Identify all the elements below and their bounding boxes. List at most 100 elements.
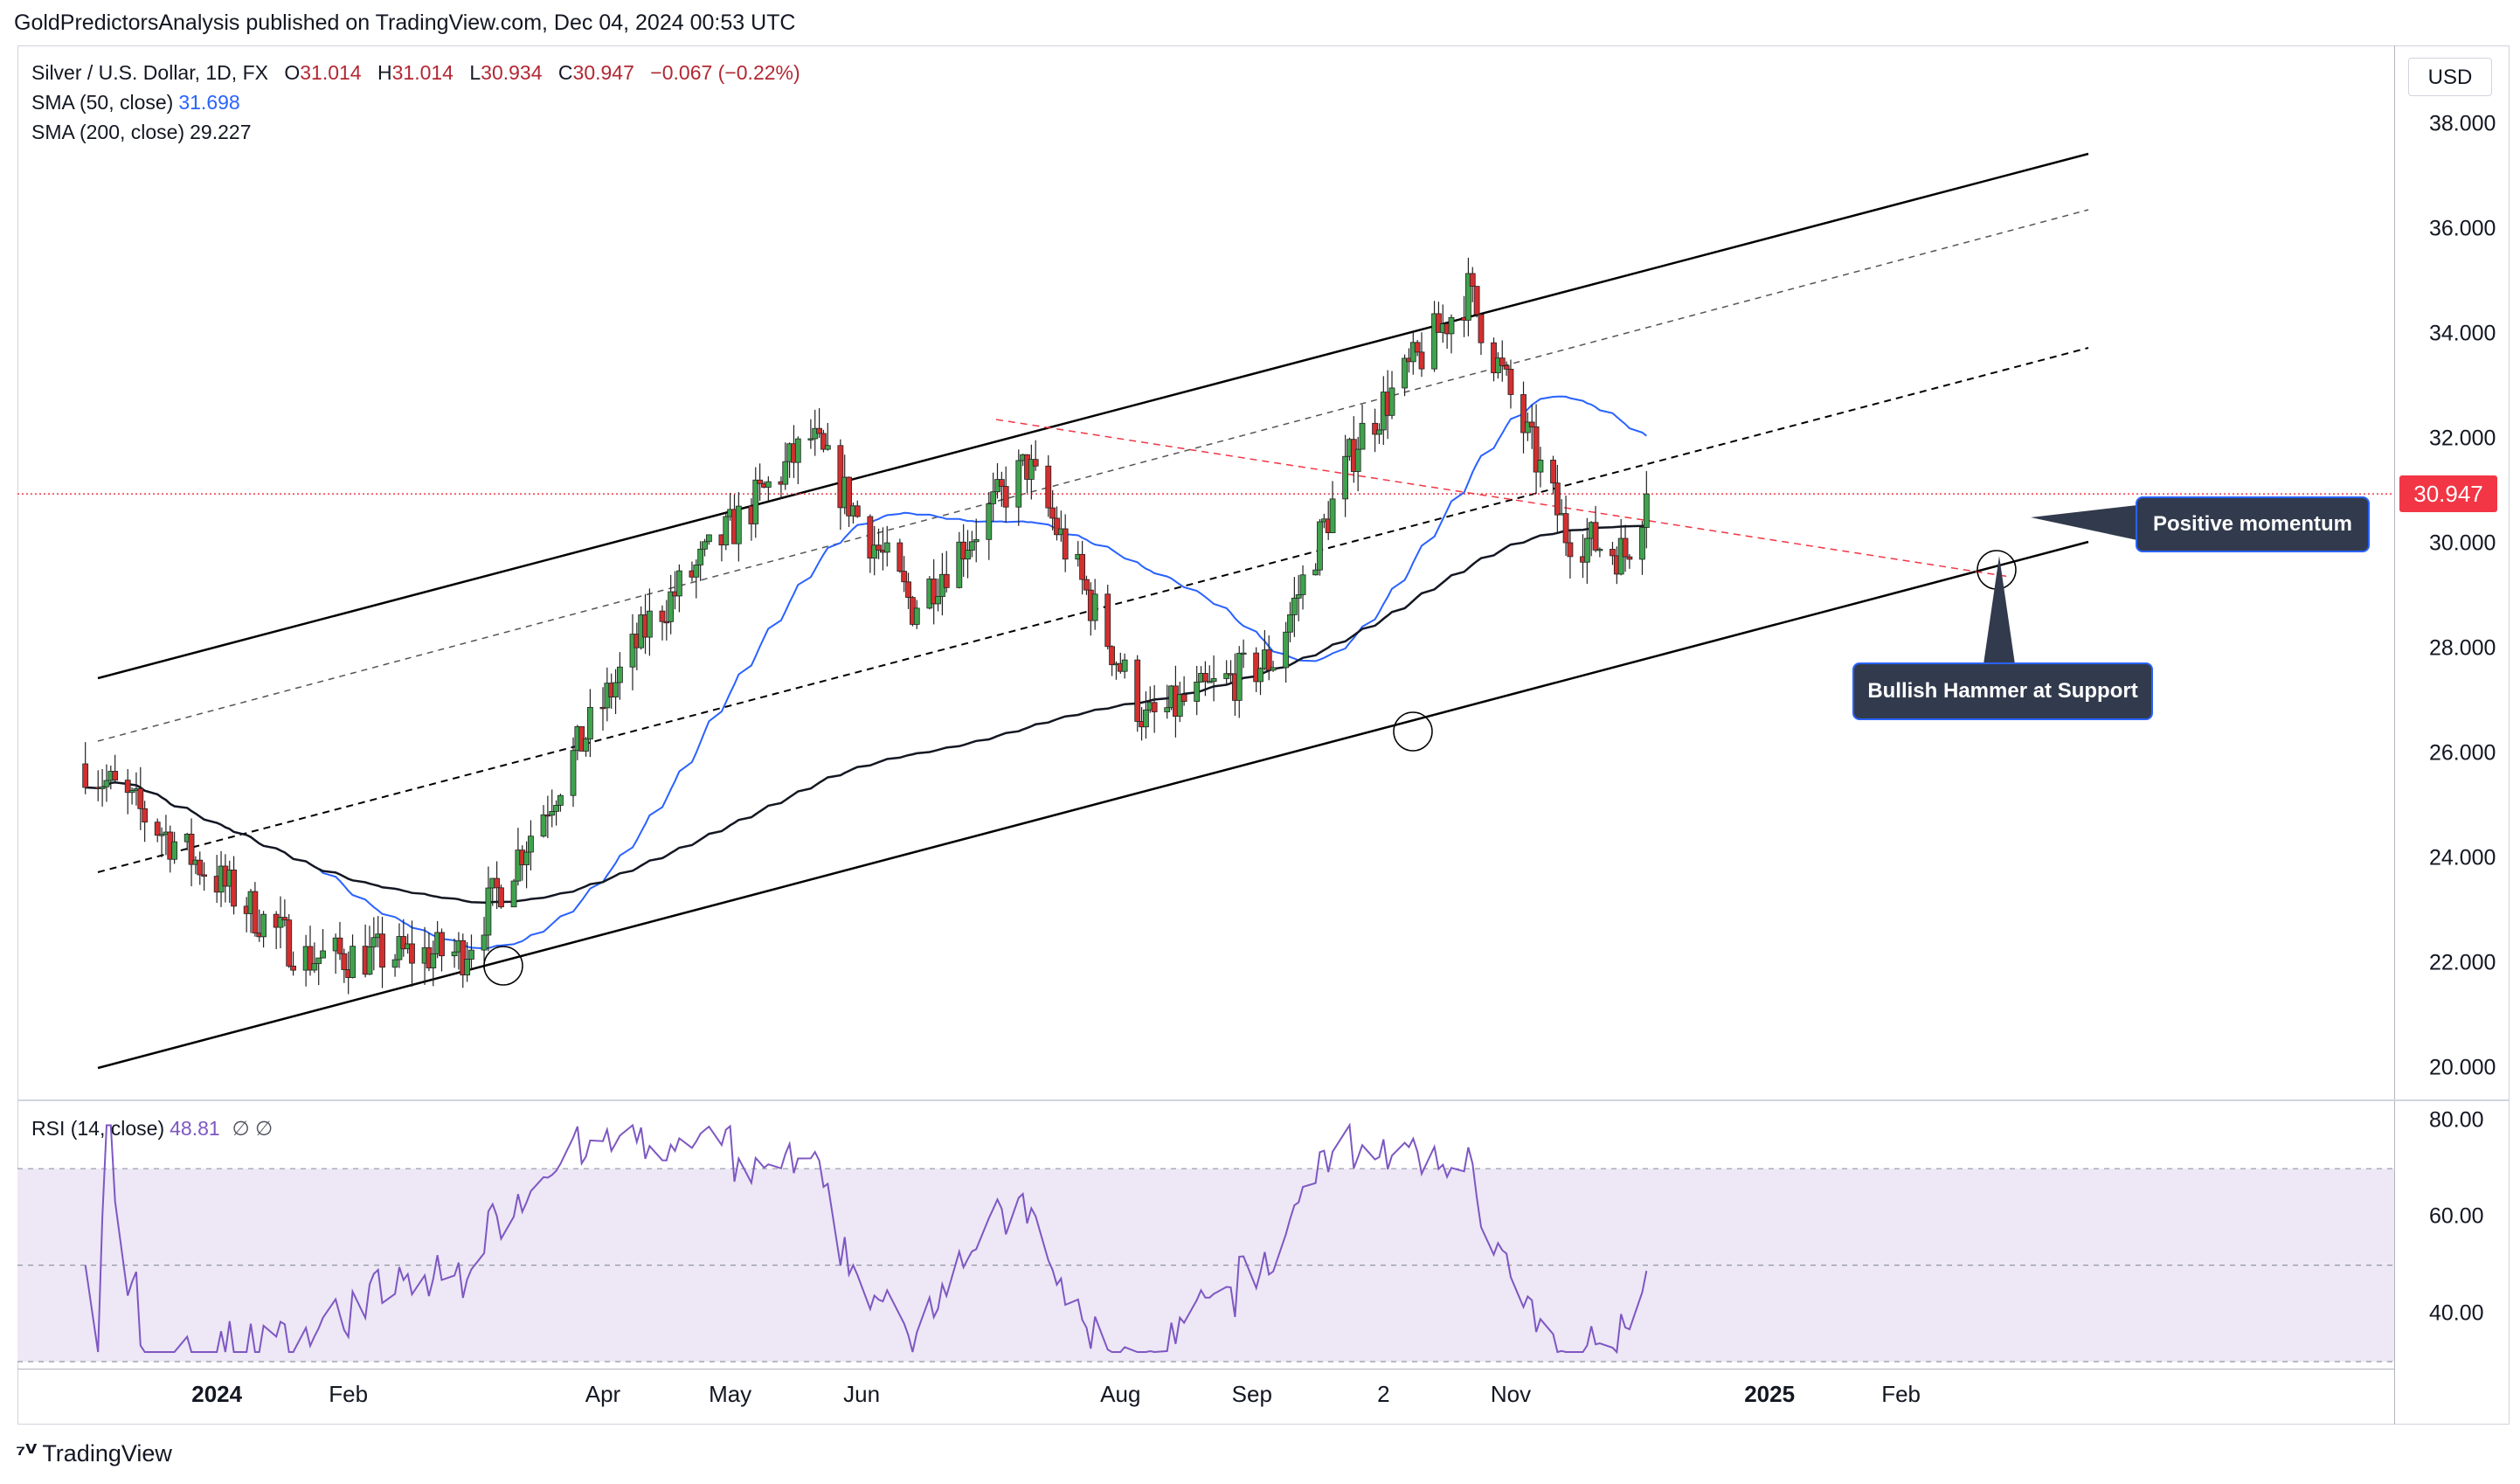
candle-body	[1376, 429, 1382, 435]
brand-name: TradingView	[42, 1440, 172, 1467]
candle-body	[973, 538, 980, 543]
candle-body	[897, 542, 903, 572]
candlesticks	[82, 257, 1650, 995]
sma200-legend[interactable]: SMA (200, close) 29.227	[31, 121, 252, 144]
candle-body	[1045, 465, 1052, 509]
time-tick-label: Feb	[329, 1381, 369, 1407]
candle-body	[1554, 482, 1561, 516]
candle-body	[1469, 273, 1476, 287]
ohlc-legend[interactable]: Silver / U.S. Dollar, 1D, FX O31.014 H31…	[31, 61, 811, 85]
candle-body	[540, 814, 547, 837]
candle-body	[494, 877, 501, 889]
candle-body	[1109, 646, 1115, 666]
candle-body	[549, 810, 556, 816]
sma50-label: SMA (50, close)	[31, 91, 174, 114]
candle-body	[697, 548, 704, 565]
price-tick-label: 38.000	[2429, 111, 2496, 136]
candle-body	[816, 427, 822, 434]
candle-body	[1253, 652, 1260, 683]
sma200-value: 29.227	[190, 121, 252, 143]
rsi-tick-label: 40.00	[2429, 1300, 2484, 1326]
candle-body	[1054, 517, 1060, 536]
candle-body	[1083, 579, 1090, 591]
close-label: C	[557, 61, 573, 84]
candle-body	[1499, 357, 1506, 366]
candle-body	[757, 479, 764, 484]
candle-body	[668, 591, 675, 622]
candle-body	[1436, 313, 1442, 333]
time-tick-label: 2025	[1744, 1381, 1796, 1407]
candle-body	[837, 445, 844, 509]
positive-momentum-callout: Positive momentum	[2136, 496, 2370, 552]
candle-body	[1507, 369, 1514, 395]
candle-body	[901, 571, 908, 583]
price-tick-label: 34.000	[2429, 321, 2496, 346]
candle-body	[379, 933, 385, 968]
candle-body	[515, 849, 522, 882]
sma50-legend[interactable]: SMA (50, close) 31.698	[31, 91, 240, 114]
time-tick-label: 2024	[191, 1381, 243, 1407]
candle-body	[311, 963, 318, 971]
hammer-arrow	[1983, 556, 2015, 664]
candle-body	[557, 794, 564, 806]
candle-body	[846, 476, 852, 517]
rsi-legend[interactable]: RSI (14, close) 48.81 ∅ ∅	[31, 1117, 273, 1141]
candle-body	[1639, 527, 1645, 560]
candle-body	[782, 461, 789, 485]
channel-lower-line	[97, 540, 2089, 1070]
candle-body	[103, 780, 110, 787]
candle-body	[1592, 522, 1599, 551]
candle-body	[468, 949, 474, 960]
candle-body	[370, 937, 377, 947]
tradingview-logo-icon: ⁷ⱽ	[16, 1440, 38, 1467]
change-value: −0.067 (−0.22%)	[650, 61, 800, 84]
candle-body	[867, 516, 874, 559]
symbol-label: Silver / U.S. Dollar, 1D, FX	[31, 61, 268, 84]
rsi-extra: ∅ ∅	[232, 1117, 273, 1140]
candle-body	[1176, 694, 1183, 717]
candle-body	[1049, 507, 1056, 519]
candle-body	[876, 544, 882, 551]
candle-body	[935, 596, 941, 605]
candle-body	[188, 833, 195, 865]
pane-divider[interactable]	[17, 1099, 2510, 1101]
candle-body	[142, 808, 149, 823]
candle-body	[1372, 422, 1378, 435]
open-label: O	[284, 61, 301, 84]
candle-body	[1596, 549, 1603, 551]
candle-body	[510, 880, 517, 908]
candle-body	[1418, 351, 1425, 370]
tradingview-brand[interactable]: ⁷ⱽ TradingView	[16, 1440, 172, 1467]
sma50-value: 31.698	[178, 91, 240, 114]
candle-body	[998, 479, 1005, 487]
candle-body	[1151, 702, 1158, 712]
candle-body	[1520, 394, 1527, 433]
candle-body	[336, 937, 343, 954]
candle-body	[613, 682, 619, 697]
currency-button[interactable]: USD	[2408, 58, 2492, 96]
candle-body	[112, 771, 119, 781]
candle-body	[154, 822, 161, 836]
candle-body	[807, 438, 814, 440]
candle-body	[854, 505, 861, 517]
candle-body	[1079, 553, 1086, 580]
candle-body	[629, 634, 636, 668]
candle-body	[1431, 313, 1437, 370]
candle-body	[391, 959, 398, 968]
candle-body	[1265, 649, 1272, 671]
candle-body	[1270, 667, 1277, 671]
candle-body	[794, 438, 801, 463]
candle-body	[723, 516, 730, 545]
candle-body	[990, 491, 997, 504]
candle-body	[1143, 709, 1149, 728]
rsi-label: RSI (14, close)	[31, 1117, 165, 1140]
candle-body	[201, 874, 208, 877]
rsi-line	[84, 1122, 1648, 1355]
time-tick-label: Aug	[1100, 1381, 1141, 1407]
price-axis-divider	[2394, 45, 2395, 1425]
candle-body	[1236, 653, 1243, 701]
time-axis-divider	[17, 1369, 2394, 1370]
candle-body	[1134, 659, 1141, 722]
candle-body	[1210, 678, 1217, 683]
